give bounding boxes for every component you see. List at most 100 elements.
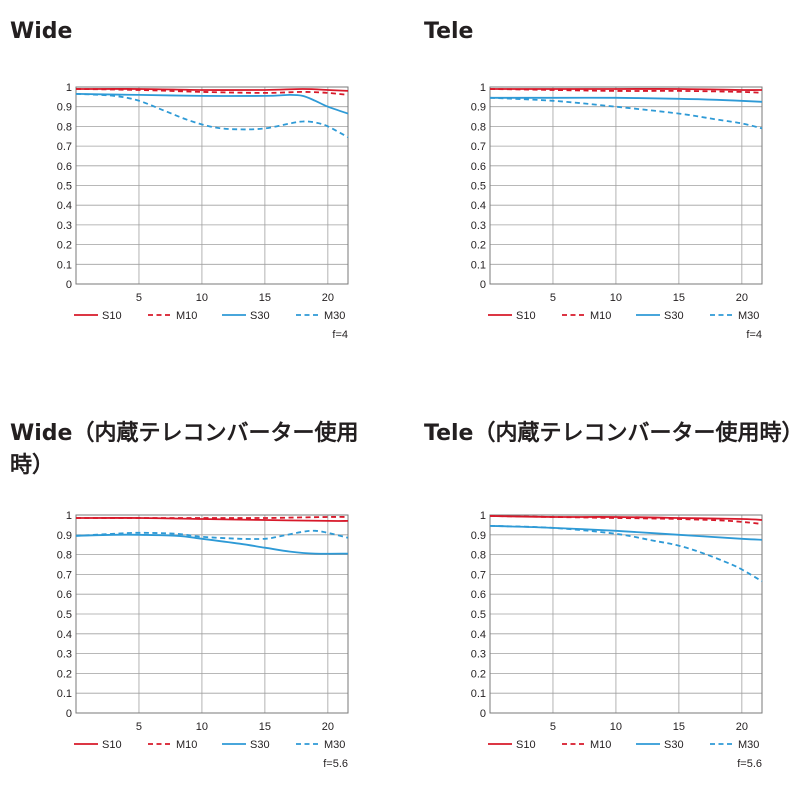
x-tick-label: 10: [196, 292, 208, 304]
series-line-m10: [75, 516, 349, 519]
y-tick-label: 0.3: [57, 649, 72, 661]
y-tick-label: 0.6: [471, 161, 486, 173]
y-tick-label: 1: [480, 82, 486, 94]
y-tick-label: 0.2: [57, 240, 72, 252]
chart-title: Tele（内蔵テレコンバーター使用時）: [424, 421, 800, 446]
chart-panel-wide: Wide 0 0.1 0.2 0.3 0.4 0.5 0.6 0.7 0.8 0.9 1 5 10 15 2…: [0, 0, 380, 380]
legend-label-m30: M30: [738, 310, 759, 322]
y-tick-label: 0.3: [471, 649, 486, 661]
y-tick-label: 0: [480, 708, 486, 720]
series-line-m30: [489, 96, 763, 130]
legend-label-s10: S10: [516, 739, 536, 751]
y-tick-label: 0.9: [57, 530, 72, 542]
legend-label-m10: M10: [590, 310, 611, 322]
legend-label-m30: M30: [324, 310, 345, 322]
y-tick-label: 0.6: [57, 161, 72, 173]
x-tick-label: 15: [259, 292, 271, 304]
y-tick-label: 0.9: [471, 530, 486, 542]
legend-label-m10: M10: [176, 310, 197, 322]
legend-label-s10: S10: [102, 310, 122, 322]
chart-title: Wide: [10, 19, 73, 44]
legend-label-s10: S10: [102, 739, 122, 751]
series-line-s10: [489, 515, 763, 521]
y-tick-label: 0: [66, 708, 72, 720]
y-tick-label: 0.6: [57, 589, 72, 601]
y-tick-label: 1: [480, 510, 486, 522]
y-tick-label: 0.8: [471, 121, 486, 133]
legend-label-m10: M10: [590, 739, 611, 751]
y-tick-label: 0.1: [471, 688, 486, 700]
aperture-label: f=4: [746, 329, 762, 341]
y-tick-label: 0: [66, 279, 72, 291]
y-tick-label: 0.3: [57, 220, 72, 232]
series-line-s30: [489, 525, 763, 541]
x-tick-label: 5: [136, 292, 142, 304]
x-tick-label: 5: [136, 721, 142, 733]
x-tick-label: 20: [322, 721, 334, 733]
x-tick-label: 15: [673, 292, 685, 304]
x-tick-label: 15: [673, 721, 685, 733]
legend-label-m10: M10: [176, 739, 197, 751]
y-tick-label: 0.5: [57, 609, 72, 621]
legend-label-s30: S30: [250, 739, 270, 751]
y-tick-label: 0.5: [471, 609, 486, 621]
aperture-label: f=5.6: [737, 758, 762, 770]
legend-label-s30: S30: [664, 739, 684, 751]
y-tick-label: 0.7: [57, 141, 72, 153]
chart-title: Wide（内蔵テレコンバーター使用時）: [10, 421, 359, 478]
legend-label-s30: S30: [664, 310, 684, 322]
series-line-m10: [75, 88, 349, 96]
series-line-s10: [75, 517, 349, 522]
legend-label-s30: S30: [250, 310, 270, 322]
x-tick-label: 10: [196, 721, 208, 733]
y-tick-label: 0.7: [471, 141, 486, 153]
grid: [490, 86, 762, 285]
aperture-label: f=4: [332, 329, 348, 341]
y-tick-label: 0.8: [57, 550, 72, 562]
y-tick-label: 0.8: [57, 121, 72, 133]
y-tick-label: 0.2: [471, 668, 486, 680]
y-tick-label: 0.1: [471, 259, 486, 271]
plot-frame: [489, 86, 763, 285]
grid: [76, 86, 348, 285]
y-tick-label: 0.2: [57, 668, 72, 680]
y-tick-label: 0.8: [471, 550, 486, 562]
chart-panel-wide-teleconverter: Wide（内蔵テレコンバーター使用時） 0 0.1 0.2 0.3 0.4 0.5 0.6 0…: [0, 402, 380, 782]
grid: [490, 514, 762, 714]
series-line-m30: [75, 529, 349, 540]
legend-label-m30: M30: [324, 739, 345, 751]
x-tick-label: 5: [550, 721, 556, 733]
y-tick-label: 1: [66, 510, 72, 522]
y-tick-label: 0: [480, 279, 486, 291]
aperture-label: f=5.6: [323, 758, 348, 770]
series-line-m10: [489, 88, 763, 94]
series-line-m30: [489, 525, 763, 583]
series-line-s30: [75, 93, 349, 115]
x-tick-label: 10: [610, 292, 622, 304]
y-tick-label: 0.5: [57, 181, 72, 193]
chart-panel-tele-teleconverter: Tele（内蔵テレコンバーター使用時） 0 0.1 0.2 0.3 0.4 0.5 0.6 0…: [414, 402, 800, 782]
y-tick-label: 0.4: [471, 200, 486, 212]
y-tick-label: 0.9: [57, 102, 72, 114]
y-tick-label: 0.6: [471, 589, 486, 601]
y-tick-label: 0.7: [57, 569, 72, 581]
series-line-m10: [489, 515, 763, 525]
x-tick-label: 20: [736, 292, 748, 304]
grid: [76, 514, 348, 714]
chart-title: Tele: [424, 19, 474, 44]
series-line-s30: [490, 96, 763, 103]
x-tick-label: 15: [259, 721, 271, 733]
chart-panel-tele: Tele 0 0.1 0.2 0.3 0.4 0.5 0.6 0.7 0.8 0.9 1 5 10 15 2…: [414, 0, 794, 380]
plot-frame: [489, 514, 763, 714]
y-tick-label: 0.4: [57, 200, 72, 212]
series-line-s30: [75, 533, 349, 555]
y-tick-label: 0.1: [57, 688, 72, 700]
y-tick-label: 0.7: [471, 569, 486, 581]
series-line-s10: [75, 88, 349, 92]
y-tick-label: 0.5: [471, 181, 486, 193]
plot-frame: [75, 86, 349, 285]
x-tick-label: 20: [736, 721, 748, 733]
